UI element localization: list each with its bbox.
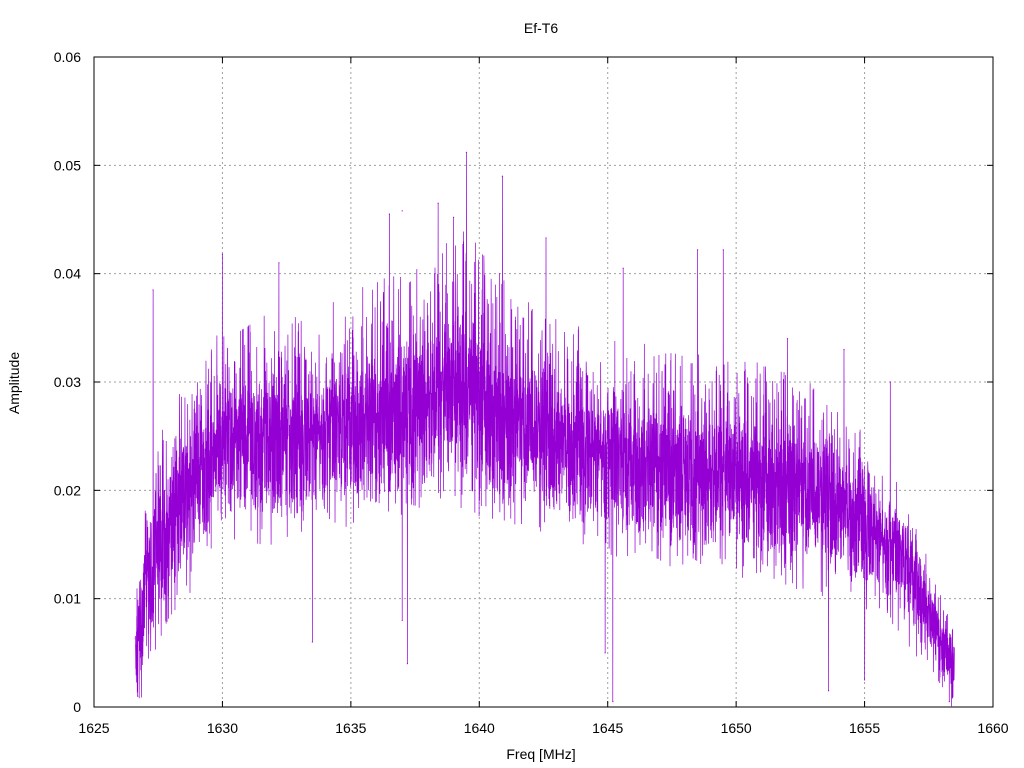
peak-point: [221, 253, 224, 255]
x-tick-labels: 1625 1630 1635 1640 1645 1650 1655 1660: [78, 720, 1008, 736]
x-tick-label: 1655: [849, 720, 880, 736]
dip-point: [828, 690, 830, 692]
peak-point: [437, 202, 439, 204]
y-tick-label: 0: [73, 699, 81, 715]
dip-point: [612, 700, 614, 703]
dip-point: [406, 663, 408, 665]
peak-point: [622, 267, 624, 269]
x-tick-label: 1645: [592, 720, 623, 736]
dip-point: [948, 700, 950, 703]
x-tick-label: 1660: [977, 720, 1008, 736]
y-tick-label: 0.03: [54, 374, 81, 390]
y-axis-label: Amplitude: [6, 352, 22, 414]
x-axis-label: Freq [MHz]: [506, 746, 575, 762]
y-tick-labels: 0 0.01 0.02 0.03 0.04 0.05 0.06: [54, 49, 81, 715]
peak-point: [453, 216, 455, 218]
chart-title: Ef-T6: [524, 20, 558, 36]
peak-point: [786, 338, 789, 340]
dip-point: [604, 652, 606, 654]
peak-point: [697, 249, 699, 251]
x-tick-label: 1635: [335, 720, 366, 736]
peak-point: [278, 262, 280, 264]
y-tick-label: 0.01: [54, 591, 81, 607]
peak-point: [401, 210, 403, 212]
x-tick-label: 1640: [464, 720, 495, 736]
ticks: [93, 56, 994, 708]
dip-point: [863, 679, 866, 681]
y-tick-label: 0.06: [54, 49, 81, 65]
peak-point: [722, 249, 724, 251]
dip-point: [311, 641, 313, 643]
dip-point: [401, 619, 403, 621]
peak-point: [843, 348, 845, 351]
series-line: [134, 152, 955, 707]
peak-point: [388, 213, 390, 215]
peak-point: [545, 237, 547, 239]
peak-point: [465, 151, 468, 153]
peak-point: [501, 175, 504, 177]
dip-point: [137, 695, 139, 697]
peak-point: [152, 289, 154, 291]
x-tick-label: 1630: [207, 720, 238, 736]
y-tick-label: 0.04: [54, 266, 81, 282]
series-signal: [134, 151, 955, 707]
peak-point: [889, 381, 891, 383]
y-tick-label: 0.05: [54, 157, 81, 173]
x-tick-label: 1625: [78, 720, 109, 736]
x-tick-label: 1650: [721, 720, 752, 736]
y-tick-label: 0.02: [54, 482, 81, 498]
